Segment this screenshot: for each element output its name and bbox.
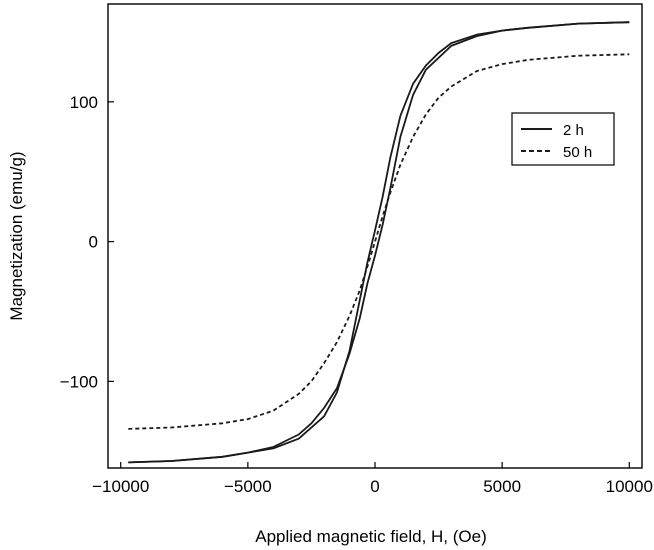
legend-label-50h: 50 h [563, 144, 592, 161]
x-tick-label: 5000 [483, 477, 521, 496]
y-tick-label: 100 [70, 93, 98, 112]
x-axis-title: Applied magnetic field, H, (Oe) [255, 527, 487, 546]
series-line-50h-branch-0 [128, 53, 630, 430]
x-tick-label: −5000 [224, 477, 272, 496]
x-tick-label: 10000 [606, 477, 653, 496]
series-line-2h-branch-0 [128, 21, 630, 464]
x-tick-label: −10000 [92, 477, 149, 496]
legend-label-2h: 2 h [563, 122, 584, 139]
legend: 2 h 50 h [511, 112, 615, 166]
plot-frame [107, 3, 643, 469]
y-tick-label: −100 [60, 372, 98, 391]
y-axis-title: Magnetization (emu/g) [7, 151, 26, 320]
series-line-2h-branch-1 [128, 21, 630, 464]
y-tick-label: 0 [89, 233, 98, 252]
ticks: −10000 −5000 0 5000 10000 −100 0 100 [60, 93, 653, 496]
legend-box [511, 112, 615, 166]
series [128, 21, 630, 464]
x-tick-label: 0 [370, 477, 379, 496]
